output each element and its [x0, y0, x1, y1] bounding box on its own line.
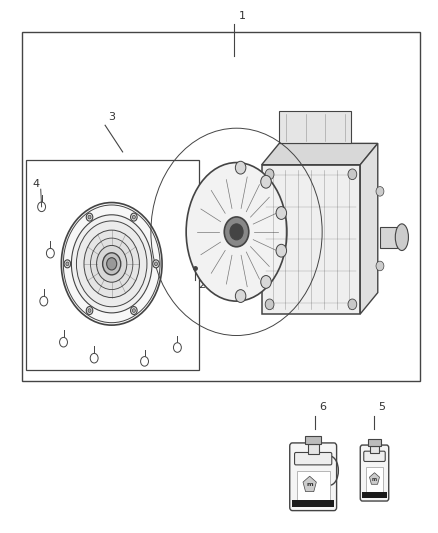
Circle shape: [91, 238, 133, 289]
FancyBboxPatch shape: [294, 453, 332, 465]
Circle shape: [261, 175, 271, 188]
Bar: [262, 165, 360, 314]
Bar: [22, 32, 420, 381]
Circle shape: [61, 203, 162, 325]
Polygon shape: [370, 473, 379, 484]
Circle shape: [71, 215, 152, 313]
Circle shape: [90, 353, 98, 363]
Ellipse shape: [396, 224, 409, 251]
Text: m: m: [372, 477, 377, 482]
Circle shape: [40, 296, 48, 306]
Circle shape: [88, 309, 91, 312]
Circle shape: [261, 276, 271, 288]
Circle shape: [141, 357, 148, 366]
Circle shape: [106, 257, 117, 270]
Circle shape: [84, 230, 139, 297]
Bar: [26, 160, 199, 370]
Circle shape: [276, 207, 286, 220]
Bar: [380, 227, 398, 248]
Circle shape: [155, 262, 158, 265]
Bar: [362, 492, 387, 498]
Circle shape: [235, 161, 246, 174]
Circle shape: [276, 244, 286, 257]
Circle shape: [348, 299, 357, 310]
Circle shape: [86, 213, 93, 221]
Circle shape: [153, 260, 159, 268]
Circle shape: [173, 343, 181, 352]
Circle shape: [66, 262, 69, 265]
Circle shape: [230, 224, 243, 240]
Circle shape: [96, 245, 127, 282]
Text: 1: 1: [239, 11, 246, 21]
Polygon shape: [360, 143, 378, 314]
Circle shape: [376, 261, 384, 271]
Circle shape: [132, 215, 135, 219]
Circle shape: [102, 253, 121, 275]
Circle shape: [38, 202, 46, 212]
FancyBboxPatch shape: [290, 443, 336, 511]
Bar: [305, 437, 321, 445]
Circle shape: [348, 169, 357, 180]
FancyBboxPatch shape: [360, 445, 389, 501]
Bar: [307, 445, 318, 454]
Text: m: m: [306, 482, 313, 487]
Polygon shape: [262, 143, 378, 165]
Bar: [297, 471, 329, 501]
Circle shape: [265, 299, 274, 310]
Text: 2: 2: [198, 280, 205, 290]
Circle shape: [224, 217, 249, 247]
Circle shape: [88, 215, 91, 219]
FancyBboxPatch shape: [364, 451, 385, 462]
Bar: [370, 446, 379, 453]
Text: 3: 3: [109, 112, 116, 122]
Text: 4: 4: [33, 179, 40, 189]
Circle shape: [132, 309, 135, 312]
Polygon shape: [303, 476, 316, 491]
Circle shape: [265, 169, 274, 180]
Circle shape: [235, 289, 246, 302]
Circle shape: [131, 213, 137, 221]
Circle shape: [376, 187, 384, 196]
Circle shape: [131, 306, 137, 314]
Bar: [365, 467, 384, 494]
Circle shape: [64, 260, 71, 268]
Ellipse shape: [186, 163, 287, 301]
Text: 6: 6: [319, 402, 326, 413]
Bar: [368, 439, 381, 446]
Circle shape: [46, 248, 54, 258]
Text: 5: 5: [378, 402, 385, 413]
Bar: [279, 111, 351, 143]
Circle shape: [76, 221, 147, 306]
Circle shape: [60, 337, 67, 347]
Bar: [293, 500, 334, 507]
Circle shape: [86, 306, 93, 314]
